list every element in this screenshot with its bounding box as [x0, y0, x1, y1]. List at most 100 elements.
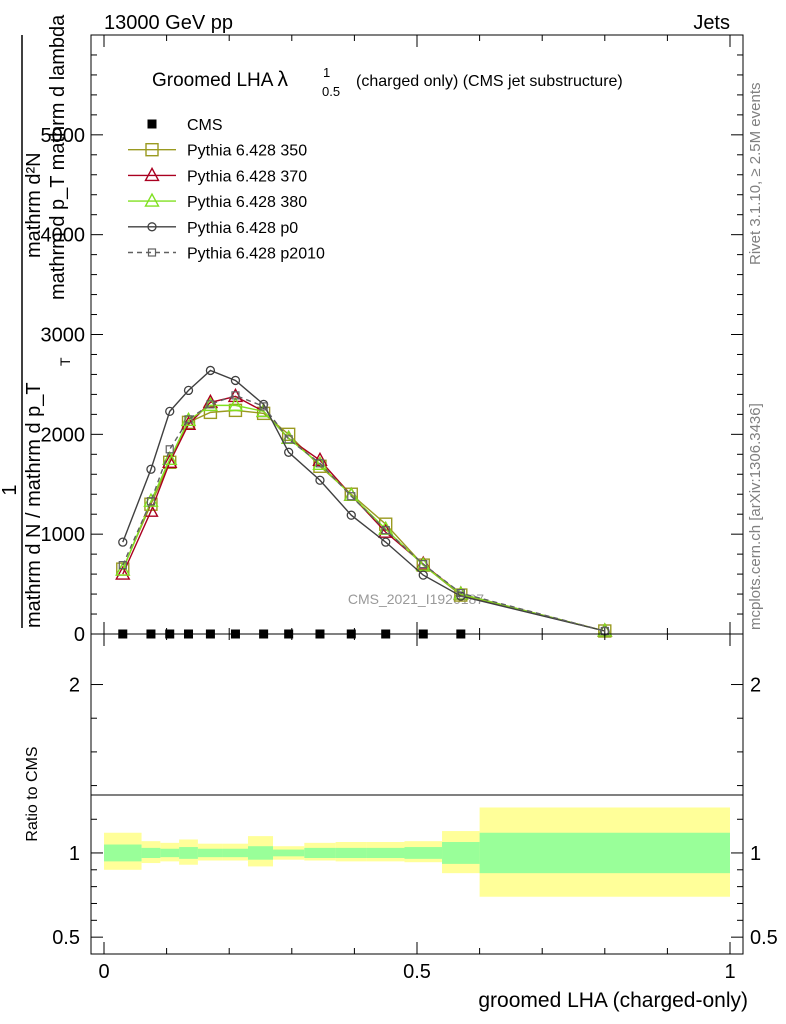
ylabel-one: 1: [0, 484, 21, 495]
main-plot: 0 1000 2000 3000 4000 5000 CMS_2021_I1920187: [41, 34, 744, 646]
ratio-tick-label-right: 0.5: [750, 927, 778, 949]
ratio-ylabel: Ratio to CMS: [24, 746, 41, 841]
series-5: [118, 391, 609, 636]
series-point: [381, 526, 390, 535]
series-point: [162, 453, 178, 468]
ratio-band-inner: [479, 832, 730, 874]
x-tick-label: 0: [98, 961, 109, 983]
series-point: [259, 402, 268, 411]
rivet-label: Rivet 3.1.10, ≥ 2.5M events: [747, 83, 764, 266]
series-point: [162, 450, 178, 465]
header-left: 13000 GeV pp: [104, 12, 233, 34]
ratio-bands: [104, 807, 730, 897]
legend-entry: Pythia 6.428 p2010: [128, 246, 325, 263]
legend-label: Pythia 6.428 350: [187, 143, 307, 160]
legend-label: Pythia 6.428 p0: [187, 220, 298, 237]
legend-label: Pythia 6.428 380: [187, 194, 307, 211]
x-axis-label: groomed LHA (charged-only): [478, 989, 748, 1012]
series-point: [205, 365, 216, 376]
y-axis-label: mathrm d²N mathrm d p_T mathrm d lambda …: [0, 14, 73, 628]
series-point: [347, 492, 356, 501]
series-point: [284, 447, 294, 457]
title-main: Groomed LHA: [152, 70, 274, 91]
legend: CMS Pythia 6.428 350 Pythia 6.428 370 Pythi…: [128, 117, 325, 263]
ratio-band-inner: [179, 847, 198, 859]
series-point: [281, 427, 296, 442]
header-right: Jets: [693, 12, 730, 34]
series-point: [165, 445, 174, 454]
y-tick-label: 0: [74, 624, 85, 646]
ratio-tick-label: 0.5: [52, 927, 80, 949]
ratio-band-inner: [160, 848, 180, 858]
series-point: [165, 406, 175, 417]
y-tick-label: 5000: [41, 125, 86, 147]
series-point: [315, 475, 325, 485]
series-line: [122, 394, 605, 632]
legend-label: Pythia 6.428 370: [187, 168, 307, 185]
series-point: [206, 400, 215, 409]
y-tick-label: 3000: [41, 325, 86, 347]
title-rest: (charged only) (CMS jet substructure): [356, 73, 623, 90]
x-tick-labels: 0 0.5 1: [98, 961, 735, 983]
legend-marker: [147, 248, 157, 257]
ratio-tick-label-right: 2: [750, 675, 761, 697]
legend-marker: [147, 222, 157, 232]
main-ticks: 0 1000 2000 3000 4000 5000: [41, 35, 743, 646]
series-line: [122, 369, 605, 632]
legend-marker: [144, 192, 160, 207]
series-point: [419, 560, 428, 569]
series-point: [381, 537, 391, 547]
series-point: [184, 415, 193, 424]
series-point: [315, 459, 325, 468]
legend-marker: [144, 166, 160, 182]
ratio-band-inner: [197, 848, 223, 858]
legend-marker: [145, 142, 159, 157]
ratio-band-inner: [366, 847, 405, 858]
series-point: [230, 375, 241, 386]
title-lambda: λ: [277, 68, 288, 91]
legend-entry: Pythia 6.428 p0: [128, 220, 298, 237]
ylabel-frac: mathrm d N / mathrm d p_T: [23, 382, 45, 628]
series-point: [146, 464, 156, 474]
ylabel-denom: mathrm d p_T mathrm d lambda: [47, 14, 69, 300]
series-point: [115, 565, 131, 580]
series-point: [146, 497, 156, 506]
y-tick-label: 4000: [41, 225, 86, 247]
series-point: [118, 537, 128, 547]
ratio-band-inner: [104, 844, 142, 862]
legend-entry: Pythia 6.428 380: [128, 192, 307, 211]
series-point: [183, 385, 194, 396]
series-point: [346, 510, 356, 520]
ratio-band-inner: [404, 847, 443, 859]
y-tick-label: 2000: [41, 424, 86, 446]
legend-entry: CMS: [147, 117, 223, 134]
x-tick-label: 0.5: [403, 961, 431, 983]
ratio-band-inner: [335, 847, 367, 858]
series-point: [227, 396, 244, 412]
watermark: CMS_2021_I1920187: [348, 591, 484, 607]
title-sub: 0.5: [322, 84, 340, 99]
legend-entry: Pythia 6.428 370: [128, 166, 307, 185]
ratio-band-inner: [304, 847, 336, 858]
legend-label: Pythia 6.428 p2010: [187, 246, 325, 263]
mcplots-label: mcplots.cern.ch [arXiv:1306.3436]: [747, 403, 764, 630]
ratio-ticks: 0.5 0.5 1 1 2 2: [52, 634, 778, 954]
ratio-tick-label: 2: [69, 675, 80, 697]
series-point: [456, 588, 465, 598]
y-tick-label: 1000: [41, 524, 86, 546]
series-point: [284, 435, 293, 444]
series-point: [418, 570, 428, 580]
ratio-tick-label: 1: [69, 843, 80, 865]
legend-marker: [147, 119, 157, 129]
series-4: [118, 365, 610, 636]
ratio-band-inner: [141, 847, 161, 858]
title-sup: 1: [323, 65, 330, 80]
series-point: [118, 561, 127, 570]
ratio-band-inner: [247, 846, 274, 860]
ratio-band-inner: [442, 842, 480, 864]
ratio-tick-label-right: 1: [750, 843, 761, 865]
series-point: [231, 391, 240, 400]
x-tick-label: 1: [724, 961, 735, 983]
ylabel-sub-t: T: [57, 357, 73, 366]
